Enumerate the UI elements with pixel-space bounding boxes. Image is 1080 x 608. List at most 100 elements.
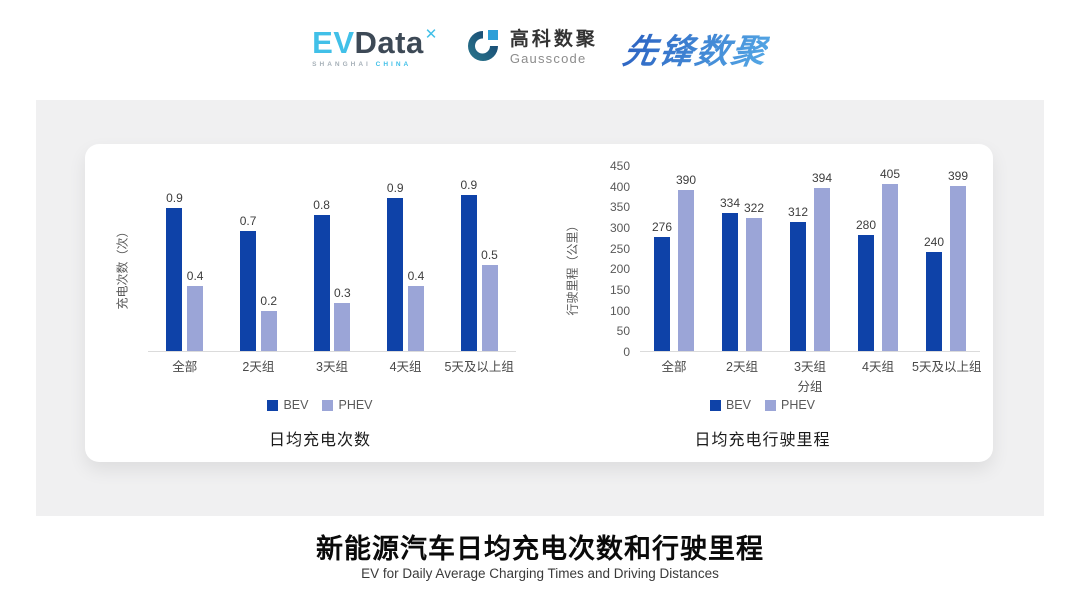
category-row: 全部 2天组 3天组 4天组 5天及以上组 — [148, 356, 516, 375]
bar-value-label: 0.9 — [166, 191, 183, 205]
chart-charging-times: 充电次数（次） 0.9 0.4 0.7 0.2 0.8 0.3 0.9 0.4 0.9 0.5 全… — [100, 144, 540, 462]
page-subtitle: EV for Daily Average Charging Times and … — [361, 566, 719, 581]
y-tick-label: 350 — [609, 200, 630, 215]
pioneer-logo: 先锋数聚 — [620, 24, 773, 73]
bar-value-label: 240 — [923, 235, 944, 249]
bar-column: 0.9 — [460, 166, 477, 351]
bar-column: 334 — [720, 166, 740, 351]
category-label: 3天组 — [794, 360, 826, 374]
y-tick-label: 50 — [616, 324, 630, 339]
gausscode-g-icon — [464, 27, 502, 70]
bar-column: 394 — [812, 166, 832, 351]
bar-column: 0.9 — [166, 166, 183, 351]
bar-phev — [407, 286, 424, 351]
category-label: 4天组 — [862, 360, 894, 374]
bar-value-label: 276 — [651, 220, 672, 234]
bar-value-label: 334 — [719, 196, 740, 210]
bar-bev — [387, 198, 404, 351]
bar-group: 0.9 0.4 — [387, 166, 424, 351]
legend-label: BEV — [283, 398, 309, 412]
bar-value-label: 0.9 — [460, 178, 478, 192]
y-axis-title: 行驶里程（公里） — [565, 219, 580, 316]
category-label: 全部 — [661, 360, 687, 374]
bar-group: 280 405 — [856, 166, 900, 351]
gausscode-text: 高科数聚 Gausscode — [510, 30, 598, 66]
evdata-shanghai-text: SHANGHAI — [312, 61, 371, 69]
bar-bev — [721, 213, 738, 351]
bar-group: 0.9 0.5 — [460, 166, 498, 351]
category-label: 3天组 — [316, 360, 348, 374]
bar-value-label: 0.3 — [333, 286, 351, 300]
category-label: 2天组 — [242, 360, 275, 374]
bar-group: 0.8 0.3 — [313, 166, 351, 351]
bar-group: 0.7 0.2 — [240, 166, 277, 351]
bar-column: 276 — [652, 166, 672, 351]
bar-phev — [334, 303, 351, 351]
bar-column: 399 — [948, 166, 968, 351]
bar-value-label: 394 — [812, 171, 833, 185]
chart-title: 日均充电行驶里程 — [694, 432, 831, 449]
bar-column: 0.7 — [240, 166, 257, 351]
legend-swatch — [764, 399, 776, 411]
category-label: 5天及以上组 — [444, 360, 514, 374]
bar-bev — [857, 235, 874, 351]
legend-item-phev: PHEV — [764, 398, 816, 412]
y-tick-label: 400 — [609, 179, 630, 194]
bar-bev — [460, 195, 477, 351]
evdata-spark-icon: ✕ — [424, 26, 438, 44]
bar-group: 312 394 — [788, 166, 832, 351]
bar-value-label: 0.9 — [386, 181, 404, 195]
bar-value-label: 405 — [880, 167, 901, 181]
chart-driving-distance: 行驶里程（公里） 0 50 100 150 200 250 300 350 400 450 276… — [540, 144, 985, 462]
bar-bev — [166, 208, 183, 351]
bar-group: 0.9 0.4 — [166, 166, 203, 351]
bar-value-label: 0.5 — [481, 248, 498, 262]
logo-row: EVData✕ SHANGHAI CHINA 高科数聚 G — [0, 16, 1080, 80]
chart-card: 充电次数（次） 0.9 0.4 0.7 0.2 0.8 0.3 0.9 0.4 0.9 0.5 全… — [85, 144, 993, 462]
legend-swatch — [267, 399, 279, 411]
evdata-ev-text: EV — [312, 25, 355, 61]
bar-column: 390 — [676, 166, 696, 351]
x-axis-title: 分组 — [797, 380, 823, 394]
y-tick-label: 150 — [609, 283, 630, 297]
y-tick-label: 0 — [623, 345, 630, 359]
legend-label: PHEV — [780, 398, 816, 412]
gausscode-cn-name: 高科数聚 — [509, 29, 598, 51]
legend-label: BEV — [725, 398, 751, 412]
y-tick-label: 200 — [609, 262, 630, 277]
bar-value-label: 0.8 — [313, 198, 330, 212]
bar-column: 0.8 — [313, 166, 330, 351]
bar-column: 0.3 — [334, 166, 351, 351]
bar-column: 240 — [924, 166, 944, 351]
bar-value-label: 312 — [787, 205, 808, 219]
bar-value-label: 0.2 — [260, 294, 278, 308]
legend: BEV PHEV — [540, 398, 985, 412]
legend: BEV PHEV — [100, 398, 540, 412]
y-tick-label: 450 — [609, 159, 630, 173]
category-label: 5天及以上组 — [912, 360, 982, 374]
category-label: 全部 — [172, 360, 198, 374]
y-tick-label: 100 — [609, 303, 630, 318]
evdata-wordmark: EVData✕ — [312, 27, 438, 58]
legend-item-bev: BEV — [709, 398, 751, 412]
bar-phev — [678, 190, 695, 351]
evdata-logo: EVData✕ SHANGHAI CHINA — [312, 27, 438, 69]
y-axis-ticks: 0 50 100 150 200 250 300 350 400 450 — [590, 159, 630, 359]
evdata-china-text: CHINA — [375, 61, 412, 69]
bar-phev — [882, 184, 899, 351]
bar-bev — [240, 231, 257, 351]
gausscode-logo: 高科数聚 Gausscode — [464, 27, 598, 70]
bar-column: 0.5 — [481, 166, 498, 351]
bar-bev — [789, 222, 806, 351]
bar-column: 0.9 — [387, 166, 404, 351]
bar-phev — [187, 286, 204, 351]
chart-title: 日均充电次数 — [268, 432, 371, 449]
bar-column: 405 — [880, 166, 900, 351]
bar-group: 334 322 — [720, 166, 764, 351]
bar-column: 280 — [856, 166, 876, 351]
plot-area: 276 390 334 322 312 394 280 405 240 399 — [640, 166, 980, 352]
bar-bev — [313, 215, 330, 351]
y-tick-label: 300 — [609, 221, 630, 235]
bar-phev — [481, 265, 498, 351]
